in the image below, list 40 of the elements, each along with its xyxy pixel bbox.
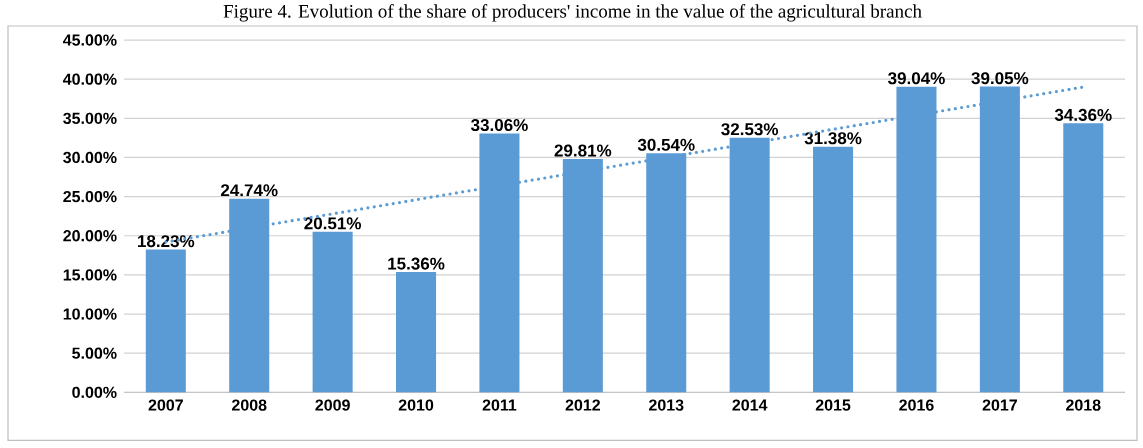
x-tick-label: 2015 xyxy=(815,399,851,411)
y-tick-label: 30.00% xyxy=(63,151,117,163)
data-label: 34.36% xyxy=(1054,108,1112,121)
x-tick-label: 2009 xyxy=(315,399,350,411)
data-label: 39.05% xyxy=(971,71,1029,85)
data-label: 33.06% xyxy=(470,118,528,131)
y-tick-label: 10.00% xyxy=(63,308,117,320)
y-tick-label: 0.00% xyxy=(72,386,117,398)
chart-title: Figure 4. Evolution of the share of producers' income in the value of the agricultural branch xyxy=(223,3,922,22)
x-tick-label: 2011 xyxy=(482,399,517,411)
y-tick-label: 35.00% xyxy=(63,112,117,124)
data-label: 32.53% xyxy=(721,123,779,136)
data-label: 31.38% xyxy=(804,132,862,145)
x-tick-label: 2013 xyxy=(649,399,684,411)
data-label: 20.51% xyxy=(304,217,362,230)
data-label: 24.74% xyxy=(220,184,278,197)
x-tick-label: 2010 xyxy=(398,399,434,411)
y-tick-label: 5.00% xyxy=(72,347,117,359)
bar xyxy=(1063,123,1104,393)
bar xyxy=(396,271,437,393)
y-tick-label: 15.00% xyxy=(63,269,117,281)
bar xyxy=(312,231,353,393)
data-label: 29.81% xyxy=(554,144,612,157)
data-label: 18.23% xyxy=(138,234,195,248)
x-tick-label: 2008 xyxy=(231,399,267,411)
y-tick-label: 40.00% xyxy=(62,73,117,85)
data-label: 15.36% xyxy=(388,257,445,270)
y-tick-label: 45.00% xyxy=(62,34,117,46)
y-tick-label: 20.00% xyxy=(63,229,117,242)
x-tick-label: 2018 xyxy=(1066,399,1101,411)
data-label: 30.54% xyxy=(637,138,695,151)
x-tick-label: 2014 xyxy=(732,399,768,411)
data-label: 39.04% xyxy=(887,72,945,85)
x-tick-label: 2017 xyxy=(982,399,1017,411)
x-tick-label: 2007 xyxy=(148,399,183,411)
bar xyxy=(813,146,854,393)
y-tick-label: 25.00% xyxy=(63,190,117,203)
bar xyxy=(145,249,186,393)
x-tick-label: 2012 xyxy=(565,399,600,411)
x-tick-label: 2016 xyxy=(899,399,934,411)
